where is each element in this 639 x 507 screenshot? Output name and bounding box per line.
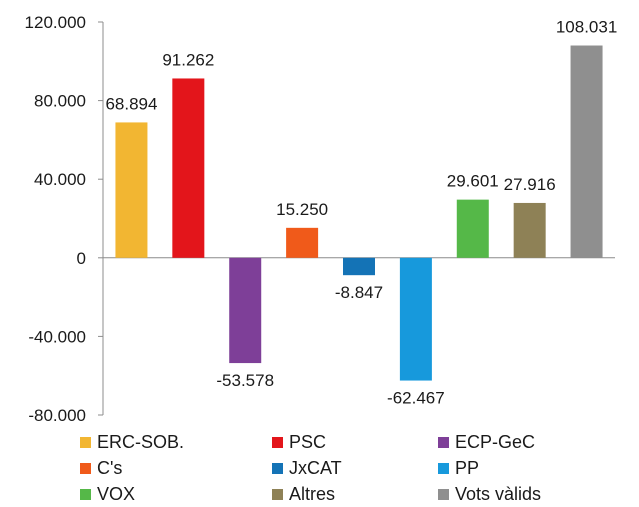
bar-4 <box>286 227 319 258</box>
legend-swatch <box>80 462 91 474</box>
legend-label: PP <box>455 457 480 478</box>
legend-swatch <box>272 462 283 474</box>
legend-swatch <box>272 488 283 500</box>
legend: ERC-SOB. PSC ECP-GeC C's JxCAT PP VOX Altres Vot… <box>80 430 630 506</box>
data-label-8: 27.916 <box>504 175 556 194</box>
bar-chart: -80.000 -40.000 0 40.000 80.000 120.000 68.894… <box>25 13 618 425</box>
data-label-6: -62.467 <box>387 389 445 408</box>
data-label-1: 68.894 <box>105 94 157 113</box>
y-tick-label: 80.000 <box>34 92 86 111</box>
legend-label: Altres <box>289 483 336 504</box>
data-label-2: 91.262 <box>162 50 214 69</box>
data-label-7: 29.601 <box>447 172 499 191</box>
bar-7 <box>456 199 489 258</box>
legend-item: Altres <box>272 482 438 506</box>
bar-3 <box>229 257 262 364</box>
legend-item: VOX <box>80 482 272 506</box>
legend-label: ECP-GeC <box>455 431 536 452</box>
y-tick-label: -80.000 <box>28 406 86 425</box>
data-label-3: -53.578 <box>216 371 274 390</box>
y-tick-label: 40.000 <box>34 170 86 189</box>
legend-label: VOX <box>97 483 136 504</box>
y-tick-label: 120.000 <box>25 13 86 32</box>
legend-item: PP <box>438 456 630 480</box>
legend-swatch <box>438 488 449 500</box>
legend-label: ERC-SOB. <box>97 431 185 452</box>
bar-8 <box>513 202 546 258</box>
y-tick-label: -40.000 <box>28 327 86 346</box>
legend-swatch <box>272 436 283 448</box>
data-label-4: 15.250 <box>276 200 328 219</box>
legend-label: JxCAT <box>289 457 342 478</box>
legend-swatch <box>438 436 449 448</box>
legend-swatch <box>80 488 91 500</box>
legend-label: C's <box>97 457 123 478</box>
bar-9 <box>570 45 603 258</box>
legend-label: Vots vàlids <box>455 483 542 504</box>
legend-swatch <box>438 462 449 474</box>
data-label-5: -8.847 <box>335 283 383 302</box>
legend-item: PSC <box>272 430 438 454</box>
legend-item: C's <box>80 456 272 480</box>
legend-swatch <box>80 436 91 448</box>
legend-label: PSC <box>289 431 327 452</box>
legend-item: JxCAT <box>272 456 438 480</box>
bar-2 <box>172 78 205 258</box>
bar-5 <box>343 257 375 276</box>
bar-6 <box>399 257 432 381</box>
y-tick-label: 0 <box>77 249 86 268</box>
legend-item: Vots vàlids <box>438 482 630 506</box>
data-label-9: 108.031 <box>556 18 617 37</box>
legend-item: ERC-SOB. <box>80 430 272 454</box>
bar-1 <box>115 122 148 258</box>
legend-item: ECP-GeC <box>438 430 630 454</box>
